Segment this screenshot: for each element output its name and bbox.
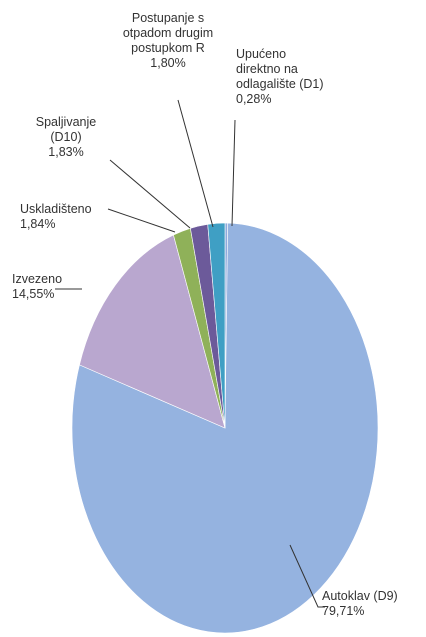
leader-lines [55,99,325,608]
leader-line [109,159,191,229]
slice-category-label: direktno na [236,62,298,76]
leader-line [231,119,236,227]
slice-value-label: 1,84% [20,217,55,231]
slice-value-label: 1,80% [150,56,185,70]
slice-category-label: Spaljivanje [36,115,97,129]
slice-category-label: Postupanje s [132,11,204,25]
pie-slice [79,234,226,429]
slice-category-label: Upućeno [236,47,286,61]
leader-line [177,99,214,228]
slice-value-label: 0,28% [236,92,271,106]
slice-category-label: Izvezeno [12,272,62,286]
leader-line [107,208,176,233]
pie-slice [207,222,226,429]
slice-value-label: 14,55% [12,287,54,301]
slice-category-label: (D10) [50,130,81,144]
leader-line [289,544,325,608]
slice-value-label: 1,83% [48,145,83,159]
pie-slices [71,222,379,634]
slice-category-label: Autoklav (D9) [322,589,398,603]
slice-category-label: postupkom R [131,41,205,55]
slice-category-label: otpadom drugim [123,26,213,40]
slice-value-label: 79,71% [322,604,364,618]
slice-category-label: Uskladišteno [20,202,92,216]
slice-category-label: odlagalište (D1) [236,77,324,91]
